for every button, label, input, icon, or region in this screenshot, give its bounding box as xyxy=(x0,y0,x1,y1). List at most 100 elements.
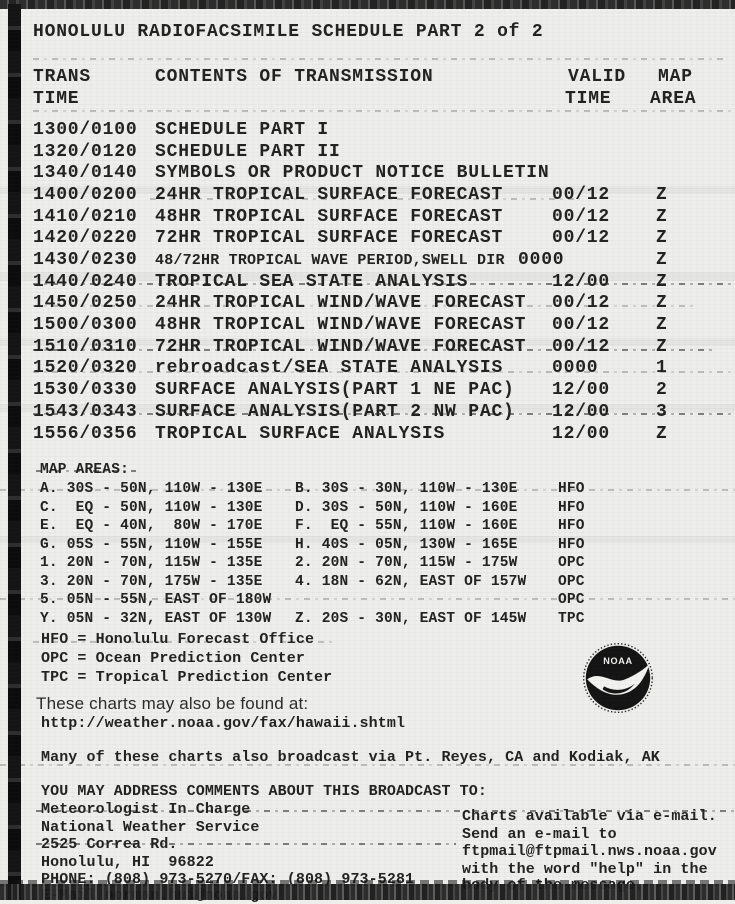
valid-time: 00/12 xyxy=(552,337,611,357)
transmission-contents: 48/72HR TROPICAL WAVE PERIOD,SWELL DIR xyxy=(155,252,505,269)
valid-time: 12/00 xyxy=(552,272,611,292)
map-area-def: 5. 05N - 55N, EAST OF 180W xyxy=(40,592,272,608)
address-line-city: Honolulu, HI 96822 xyxy=(41,853,214,871)
scan-noise-line xyxy=(33,58,723,60)
fax-bottom-edge-noise xyxy=(0,880,735,886)
map-area-code: Z xyxy=(656,337,668,357)
schedule-row: 1543/0343 SURFACE ANALYSIS(PART 2 NW PAC)… xyxy=(0,402,735,424)
office-code: OPC xyxy=(558,555,585,571)
abbreviation-opc: OPC = Ocean Prediction Center xyxy=(41,650,305,667)
valid-time: 00/12 xyxy=(552,207,611,227)
map-area-code: Z xyxy=(656,272,668,292)
scan-noise-line xyxy=(33,110,733,112)
col-header-valid-time: TIME xyxy=(565,89,612,109)
schedule-row: 1556/0356 TROPICAL SURFACE ANALYSIS 12/00 Z xyxy=(0,424,735,446)
map-areas-heading: MAP AREAS: xyxy=(40,462,130,478)
map-area-code: Z xyxy=(656,185,668,205)
schedule-row: 1520/0320 rebroadcast/SEA STATE ANALYSIS 0… xyxy=(0,358,735,380)
map-area-row: 5. 05N - 55N, EAST OF 180W OPC xyxy=(0,592,735,611)
charts-url: http://weather.noaa.gov/fax/hawaii.shtml xyxy=(41,715,406,732)
map-area-row: C. EQ - 50N, 110W - 130E D. 30S - 50N, 11… xyxy=(0,500,735,519)
map-area-def: D. 30S - 50N, 110W - 160E xyxy=(295,499,518,516)
valid-time: 00/12 xyxy=(552,293,611,313)
office-code: HFO xyxy=(558,518,585,534)
fax-bottom-edge-band xyxy=(0,884,735,900)
transmission-contents: SCHEDULE PART I xyxy=(155,120,330,140)
map-area-def: A. 30S - 50N, 110W - 130E xyxy=(40,481,263,497)
transmission-contents: SURFACE ANALYSIS(PART 1 NE PAC) xyxy=(155,380,515,400)
office-code: HFO xyxy=(558,536,585,553)
map-area-code: 3 xyxy=(656,402,668,422)
email-info-line: Charts available via e-mail. xyxy=(462,808,717,825)
abbreviation-tpc: TPC = Tropical Prediction Center xyxy=(41,669,333,686)
schedule-row: 1420/0220 72HR TROPICAL SURFACE FORECAST 0… xyxy=(0,228,735,250)
comments-heading: YOU MAY ADDRESS COMMENTS ABOUT THIS BROA… xyxy=(41,783,487,800)
map-area-row: 1. 20N - 70N, 115W - 135E 2. 20N - 70N, 1… xyxy=(0,555,735,574)
map-area-code: Z xyxy=(656,293,668,313)
trans-time: 1430/0230 xyxy=(33,250,138,270)
schedule-row: 1440/0240 TROPICAL SEA STATE ANALYSIS 12/0… xyxy=(0,272,735,294)
email-info-line: with the word "help" in the xyxy=(462,860,708,878)
valid-time: 12/00 xyxy=(552,424,611,444)
trans-time: 1543/0343 xyxy=(33,402,138,422)
trans-time: 1520/0320 xyxy=(33,358,138,378)
map-area-row: E. EQ - 40N, 80W - 170E F. EQ - 55N, 110W… xyxy=(0,518,735,537)
charts-found-at-text: These charts may also be found at: xyxy=(36,694,309,713)
map-area-def: E. EQ - 40N, 80W - 170E xyxy=(40,518,263,534)
transmission-contents: 48HR TROPICAL WIND/WAVE FORECAST xyxy=(155,315,527,335)
abbreviation-hfo: HFO = Honolulu Forecast Office xyxy=(41,631,315,648)
office-code: HFO xyxy=(558,499,585,516)
map-area-def: Y. 05N - 32N, EAST OF 130W xyxy=(40,610,272,627)
col-header-map: MAP xyxy=(658,67,693,87)
schedule-row: 1340/0140 SYMBOLS OR PRODUCT NOTICE BULLE… xyxy=(0,163,735,185)
address-line-nws: National Weather Service xyxy=(41,818,260,836)
transmission-contents: SURFACE ANALYSIS(PART 2 NW PAC) xyxy=(155,402,515,422)
fax-top-edge-band xyxy=(0,0,735,9)
transmission-contents: 72HR TROPICAL WIND/WAVE FORECAST xyxy=(155,337,527,357)
trans-time: 1530/0330 xyxy=(33,380,138,400)
map-area-def: 1. 20N - 70N, 115W - 135E xyxy=(40,555,263,571)
valid-time: 00/12 xyxy=(552,228,611,248)
map-area-code: Z xyxy=(656,250,668,270)
fax-left-edge-bar xyxy=(8,4,21,900)
transmission-contents: TROPICAL SEA STATE ANALYSIS xyxy=(155,272,469,292)
noaa-logo-icon: NOAA xyxy=(583,643,653,713)
map-area-row: 3. 20N - 70N, 175W - 135E 4. 18N - 62N, E… xyxy=(0,574,735,593)
transmission-contents: SCHEDULE PART II xyxy=(155,142,341,162)
email-info-line: ftpmail@ftpmail.nws.noaa.gov xyxy=(462,843,717,860)
office-code: OPC xyxy=(558,592,585,608)
map-area-def: 3. 20N - 70N, 175W - 135E xyxy=(40,573,263,590)
map-area-def: Z. 20S - 30N, EAST OF 145W xyxy=(295,610,527,627)
map-area-def: H. 40S - 05N, 130W - 165E xyxy=(295,536,518,553)
map-area-def: 4. 18N - 62N, EAST OF 157W xyxy=(295,573,527,590)
broadcast-note: Many of these charts also broadcast via … xyxy=(41,749,660,766)
valid-time: 12/00 xyxy=(552,402,611,422)
col-header-trans: TRANS xyxy=(33,67,92,87)
map-area-row: Y. 05N - 32N, EAST OF 130W Z. 20S - 30N, … xyxy=(0,611,735,630)
trans-time: 1300/0100 xyxy=(33,120,138,140)
transmission-contents: 24HR TROPICAL WIND/WAVE FORECAST xyxy=(155,293,527,313)
transmission-contents: 48HR TROPICAL SURFACE FORECAST xyxy=(155,207,504,227)
schedule-row: 1400/0200 24HR TROPICAL SURFACE FORECAST 0… xyxy=(0,185,735,207)
trans-time: 1340/0140 xyxy=(33,163,138,183)
schedule-row: 1510/0310 72HR TROPICAL WIND/WAVE FORECAS… xyxy=(0,337,735,359)
page-title: HONOLULU RADIOFACSIMILE SCHEDULE PART 2 … xyxy=(33,22,544,42)
trans-time: 1510/0310 xyxy=(33,337,138,357)
valid-time: 0000 xyxy=(518,250,565,270)
office-code: TPC xyxy=(558,610,585,627)
valid-time: 0000 xyxy=(552,358,599,378)
schedule-row: 1410/0210 48HR TROPICAL SURFACE FORECAST 0… xyxy=(0,207,735,229)
map-area-code: Z xyxy=(656,228,668,248)
svg-text:NOAA: NOAA xyxy=(603,656,633,666)
valid-time: 12/00 xyxy=(552,380,611,400)
map-area-def: G. 05S - 55N, 110W - 155E xyxy=(40,536,263,553)
schedule-row: 1500/0300 48HR TROPICAL WIND/WAVE FORECAS… xyxy=(0,315,735,337)
map-area-code: Z xyxy=(656,424,668,444)
transmission-contents: SYMBOLS OR PRODUCT NOTICE BULLETIN xyxy=(155,163,550,183)
transmission-contents: 72HR TROPICAL SURFACE FORECAST xyxy=(155,228,504,248)
trans-time: 1556/0356 xyxy=(33,424,138,444)
trans-time: 1410/0210 xyxy=(33,207,138,227)
trans-time: 1400/0200 xyxy=(33,185,138,205)
map-area-code: 2 xyxy=(656,380,668,400)
